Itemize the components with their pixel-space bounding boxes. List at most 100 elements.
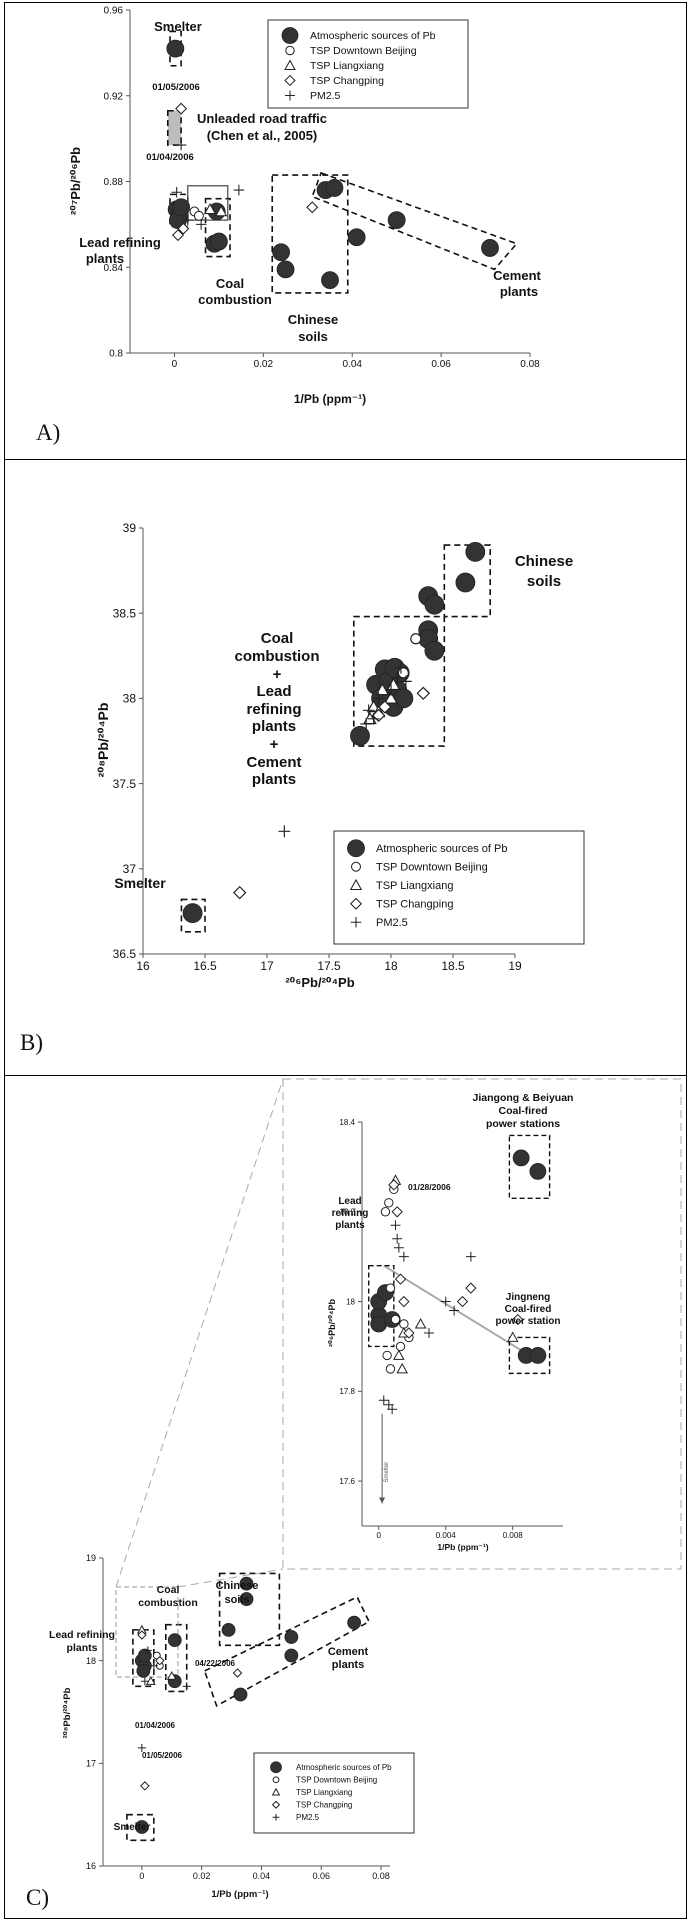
figure-frame bbox=[4, 2, 687, 1919]
panel-a-y-tick-label: 0.8 bbox=[109, 349, 123, 360]
panel-b-legend-marker-open-diamond bbox=[349, 897, 363, 910]
panel-c-legend-label: TSP Liangxiang bbox=[296, 1788, 352, 1797]
panel-c-source-box bbox=[126, 1813, 155, 1842]
panel-a-source-box-road-traffic bbox=[166, 109, 182, 146]
panel-c-inset-x-tick-label: 0.004 bbox=[436, 1531, 457, 1540]
panel-a-point-plus bbox=[171, 186, 182, 198]
panel-a-point-open-diamond bbox=[171, 229, 185, 242]
panel-a-annotation: Chinese bbox=[288, 312, 339, 327]
panel-b-source-box bbox=[180, 898, 206, 933]
panel-c-inset-source-box bbox=[508, 1134, 551, 1200]
panel-b-y-tick-label: 37 bbox=[123, 862, 137, 876]
panel-b-legend-marker-plus bbox=[350, 916, 362, 928]
panel-b-point-filled-circle bbox=[182, 903, 203, 924]
panel-label-c: C) bbox=[26, 1885, 49, 1910]
panel-a-point-filled-circle bbox=[166, 39, 185, 58]
panel-a-y-tick-label: 0.84 bbox=[104, 263, 124, 274]
panel-c-x-tick-label: 0 bbox=[139, 1871, 144, 1881]
panel-c-x-tick-label: 0.02 bbox=[193, 1871, 211, 1881]
panel-b-y-tick-label: 38.5 bbox=[113, 606, 137, 620]
panel-c-inset-point-filled-circle bbox=[529, 1162, 547, 1180]
panel-c-point-filled-circle bbox=[137, 1648, 152, 1663]
panel-b-point-plus bbox=[362, 704, 375, 717]
panel-c-inset-point-plus bbox=[387, 1404, 398, 1415]
panel-c-x-axis-label: 1/Pb (ppm⁻¹) bbox=[211, 1889, 268, 1900]
panel-c-inset-point-open-triangle bbox=[393, 1349, 405, 1360]
panel-b-x-tick-label: 16 bbox=[136, 959, 150, 973]
panel-c-point-plus bbox=[143, 1646, 152, 1655]
panel-c-inset-annotation: Lead bbox=[338, 1196, 361, 1207]
panel-c-annotation: plants bbox=[67, 1642, 98, 1654]
panel-c-inset-point-open-diamond bbox=[391, 1206, 403, 1218]
panel-b-y-tick-label: 39 bbox=[123, 521, 137, 535]
panel-b-point-open-diamond bbox=[416, 686, 430, 701]
panel-c-source-box-cement bbox=[203, 1595, 371, 1708]
panel-b-point-plus bbox=[278, 825, 291, 838]
panel-c-legend-marker-plus bbox=[272, 1813, 280, 1821]
panel-a-point-filled-circle bbox=[272, 243, 291, 262]
panel-c-inset-y-tick-label: 18 bbox=[346, 1297, 355, 1306]
panel-a-annotation: Coal bbox=[216, 276, 244, 291]
panel-c-point-open-diamond bbox=[140, 1781, 150, 1791]
panel-c-inset-annotation: Coal-fired bbox=[498, 1105, 547, 1117]
panel-b-x-tick-label: 19 bbox=[508, 959, 522, 973]
panel-c-point-plus bbox=[149, 1661, 158, 1670]
panel-c-inset-point-open-triangle bbox=[414, 1318, 427, 1329]
panel-a-point-plus bbox=[182, 214, 194, 226]
panel-c-inset-point-open-circle bbox=[380, 1207, 391, 1217]
panel-a-annotation: Unleaded road traffic bbox=[197, 111, 327, 126]
panel-a-source-box-cement bbox=[311, 171, 519, 271]
panel-c-legend-label: PM2.5 bbox=[296, 1813, 320, 1822]
panel-a-legend-marker-open-triangle bbox=[284, 59, 296, 70]
panel-b-y-axis-label: ²⁰⁸Pb/²⁰⁴Pb bbox=[95, 703, 111, 778]
panel-a-x-axis-label: 1/Pb (ppm⁻¹) bbox=[294, 392, 366, 406]
panel-b-legend-label: TSP Changping bbox=[376, 899, 453, 911]
panel-c-inset-point-plus bbox=[398, 1251, 409, 1262]
panel-a-point-filled-circle bbox=[481, 239, 499, 257]
panel-c-inset-annotation: power stations bbox=[486, 1118, 560, 1130]
panel-a-point-open-diamond bbox=[177, 222, 190, 235]
panel-b-point-open-diamond bbox=[232, 885, 247, 900]
panel-c-inset-point-filled-circle bbox=[512, 1149, 530, 1167]
panel-c-inset-point-open-triangle bbox=[396, 1362, 409, 1374]
panel-b-annotation: combustion bbox=[235, 648, 320, 665]
panel-b-legend-marker-open-triangle bbox=[349, 878, 363, 890]
panel-b-point-open-circle bbox=[410, 633, 422, 645]
panel-c-inset-annotation: Jiangong & Beiyuan bbox=[473, 1092, 574, 1104]
panel-c-inset-frame bbox=[282, 1078, 682, 1570]
panel-c-inset-point-plus bbox=[392, 1233, 403, 1244]
panel-a-annotation: soils bbox=[298, 329, 328, 344]
panel-b-annotation: refining bbox=[247, 701, 302, 718]
panel-b-point-filled-circle bbox=[455, 572, 476, 593]
panel-c-annotation: Lead refining bbox=[49, 1629, 115, 1641]
panel-b-point-plus bbox=[385, 683, 397, 696]
panel-a-annotation: (Chen et al., 2005) bbox=[207, 128, 318, 143]
panel-b-source-box bbox=[443, 544, 492, 618]
panel-b-point-filled-circle bbox=[424, 594, 445, 615]
panel-a-point-filled-circle bbox=[172, 198, 191, 217]
panel-b-point-filled-circle bbox=[424, 640, 445, 661]
panel-c-point-open-diamond bbox=[155, 1655, 165, 1666]
panel-a-point-filled-circle bbox=[325, 179, 344, 197]
panel-a-point-plus bbox=[175, 139, 187, 151]
panel-b-y-tick-label: 36.5 bbox=[113, 947, 137, 961]
panel-a-annotation: combustion bbox=[198, 292, 272, 307]
panel-a-point-filled-circle bbox=[387, 211, 406, 229]
panel-a-legend-label: Atmospheric sources of Pb bbox=[310, 30, 436, 42]
panel-c-point-filled-circle bbox=[239, 1592, 254, 1606]
panel-a-annotation: Lead refining bbox=[79, 235, 161, 250]
panel-c-legend-marker-open-triangle bbox=[271, 1787, 281, 1796]
panel-a-legend-label: TSP Liangxiang bbox=[310, 60, 384, 72]
panel-label-a: A) bbox=[36, 420, 61, 445]
panel-a-source-box bbox=[271, 174, 349, 294]
panel-c-inset-point-open-diamond bbox=[394, 1273, 407, 1285]
panel-c-inset-point-open-triangle bbox=[506, 1331, 519, 1342]
panel-c-point-open-triangle bbox=[166, 1671, 177, 1680]
panel-c-inset-y-tick-label: 18.4 bbox=[339, 1118, 355, 1127]
panel-b-legend-label: Atmospheric sources of Pb bbox=[376, 843, 507, 855]
panel-b-legend-label: TSP Downtown Beijing bbox=[376, 862, 488, 874]
panel-c-point-filled-circle bbox=[233, 1687, 248, 1702]
panel-c-inset-x-tick-label: 0 bbox=[377, 1531, 382, 1540]
panel-c-inset-point-open-diamond bbox=[398, 1295, 410, 1308]
panel-c-y-axis-label: ²⁰⁸Pb/²⁰⁴Pb bbox=[62, 1687, 73, 1738]
